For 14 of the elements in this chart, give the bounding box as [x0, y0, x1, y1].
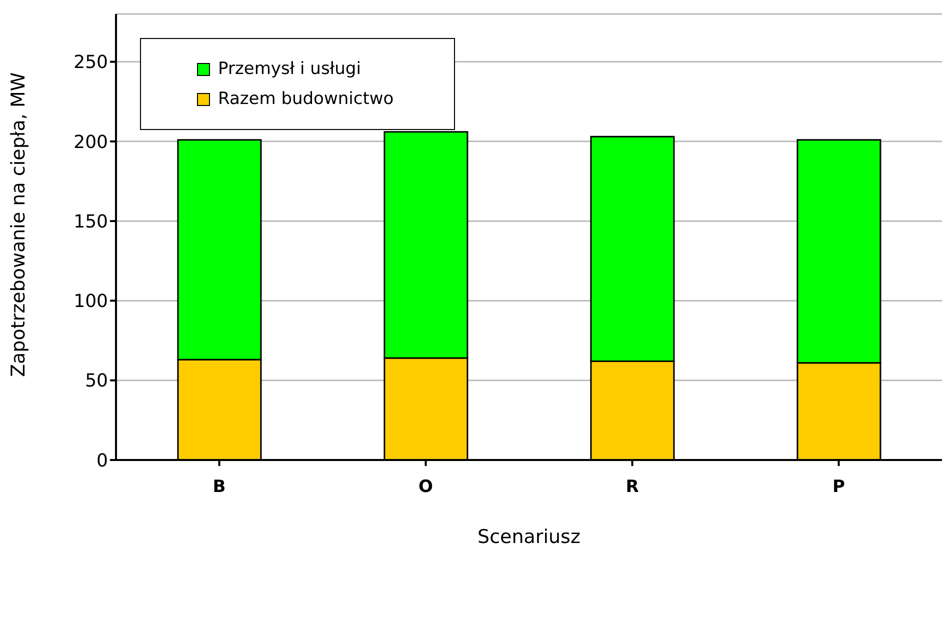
x-axis-title: Scenariusz [478, 526, 580, 548]
y-tick-label: 0 [96, 450, 108, 472]
y-tick-label: 100 [74, 291, 108, 312]
y-tick-label: 150 [74, 211, 108, 232]
legend-label: Razem budownictwo [218, 89, 394, 109]
x-tick-label: O [418, 477, 433, 498]
y-tick-label: 200 [74, 132, 108, 153]
x-tick-label: R [626, 477, 639, 498]
x-tick-label: P [832, 477, 845, 498]
y-tick-label: 250 [74, 52, 108, 74]
x-tick-label: B [212, 477, 226, 498]
legend-label: Przemysł i usługi [218, 59, 361, 79]
y-tick-label: 50 [85, 370, 108, 392]
y-axis-title: Zapotrzebowanie na ciepła, MW [8, 72, 30, 377]
